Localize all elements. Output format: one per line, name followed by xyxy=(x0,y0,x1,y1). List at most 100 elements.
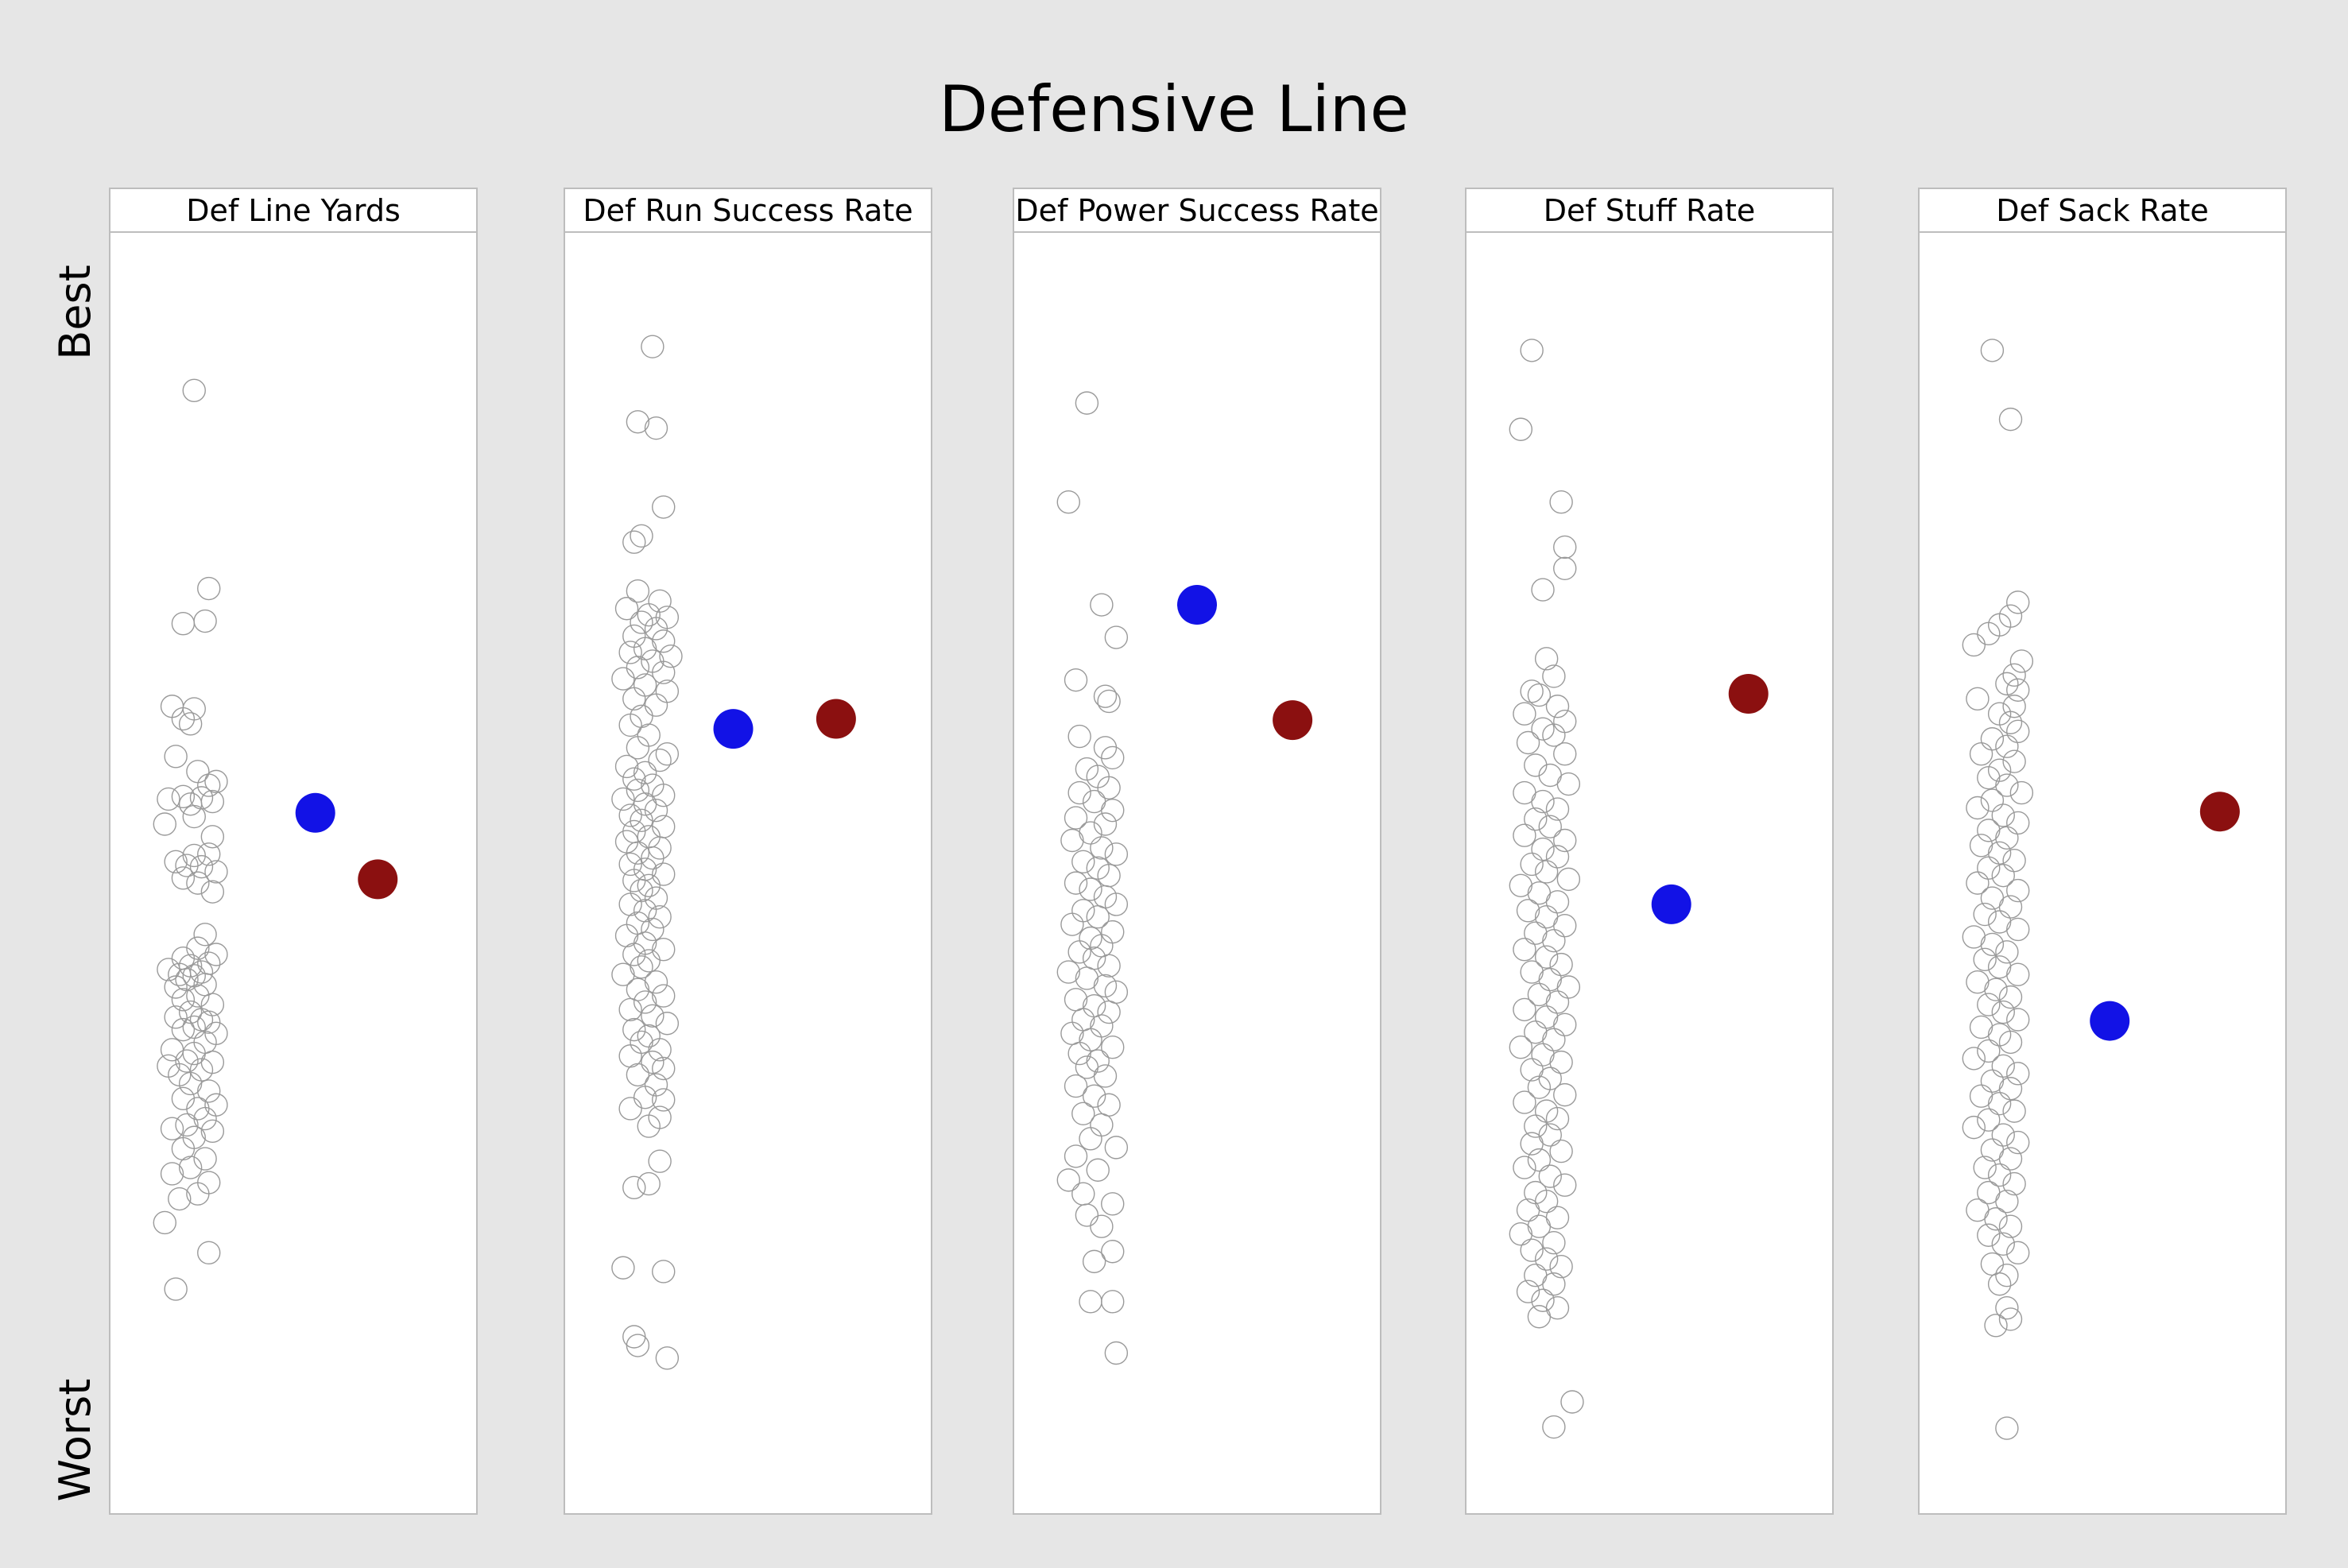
data-point xyxy=(1104,625,1129,649)
data-point xyxy=(1553,1012,1577,1037)
data-point xyxy=(1082,1249,1106,1274)
data-point xyxy=(1534,647,1559,671)
data-point xyxy=(164,850,188,874)
data-point xyxy=(204,860,228,884)
data-point xyxy=(1090,836,1114,860)
data-point xyxy=(2002,849,2026,873)
data-point xyxy=(1980,788,2005,812)
data-point xyxy=(171,988,196,1012)
data-point xyxy=(644,416,668,440)
data-point xyxy=(1531,1288,1555,1312)
data-point xyxy=(193,1106,217,1131)
data-point xyxy=(637,949,661,973)
data-point xyxy=(1991,803,2015,827)
data-point xyxy=(618,997,642,1022)
data-point xyxy=(648,1038,672,1062)
data-point xyxy=(175,1049,199,1073)
highlight-point-blue xyxy=(1651,884,1691,924)
data-point xyxy=(2006,1241,2030,1265)
data-point xyxy=(1067,1041,1091,1066)
data-point xyxy=(1056,960,1081,984)
data-point xyxy=(1513,1156,1536,1179)
data-point xyxy=(1064,1144,1088,1168)
data-point xyxy=(1553,741,1577,766)
data-point xyxy=(611,667,635,691)
data-point xyxy=(164,1277,188,1301)
data-point xyxy=(186,984,210,1008)
data-point xyxy=(197,576,221,601)
data-point xyxy=(637,602,661,627)
data-point xyxy=(164,745,188,769)
data-point xyxy=(1067,940,1091,964)
data-point xyxy=(1966,796,1990,820)
data-point xyxy=(1998,407,2023,432)
chart-title: Defensive Line xyxy=(939,72,1409,146)
data-point xyxy=(1995,826,2019,850)
data-point xyxy=(1991,1232,2015,1256)
data-point xyxy=(1977,856,2001,880)
data-point xyxy=(197,1079,221,1103)
data-point xyxy=(1553,1173,1577,1197)
data-point xyxy=(1980,727,2005,751)
panel-frame xyxy=(564,188,932,1515)
data-point xyxy=(626,841,650,865)
data-point xyxy=(1071,850,1095,874)
panel-frame xyxy=(1918,188,2287,1515)
y-axis-top-label: Best xyxy=(50,265,100,360)
data-point xyxy=(648,748,672,772)
data-point xyxy=(1093,812,1118,836)
data-point xyxy=(1962,1115,1986,1140)
data-point xyxy=(1969,1084,1993,1108)
data-point xyxy=(186,1182,210,1206)
data-point xyxy=(1064,1074,1088,1098)
data-point xyxy=(641,917,664,942)
data-point xyxy=(197,842,221,866)
data-point xyxy=(160,1117,184,1140)
data-point xyxy=(618,1097,642,1121)
data-point xyxy=(630,610,653,634)
data-point xyxy=(1969,834,1993,858)
data-point xyxy=(175,854,199,877)
data-point xyxy=(622,530,646,554)
data-point xyxy=(1549,1139,1573,1163)
data-point xyxy=(157,958,180,981)
data-point xyxy=(1060,828,1084,853)
data-point xyxy=(1520,852,1544,877)
data-point xyxy=(1556,975,1581,999)
y-axis-bottom-label: Worst xyxy=(50,1379,100,1502)
data-point xyxy=(2002,749,2026,773)
data-point xyxy=(1509,1036,1533,1059)
data-point xyxy=(1977,993,2001,1016)
data-point xyxy=(614,597,639,621)
data-point xyxy=(1520,339,1544,362)
data-point xyxy=(611,962,635,986)
data-point xyxy=(1520,679,1544,703)
data-point xyxy=(1079,1127,1102,1151)
data-point xyxy=(1553,556,1577,580)
data-point xyxy=(1524,921,1548,945)
data-point xyxy=(1516,1198,1540,1222)
data-point xyxy=(1995,672,2019,696)
data-point xyxy=(204,943,228,966)
data-point xyxy=(160,1162,184,1186)
highlight-point-red xyxy=(2199,792,2240,832)
data-point xyxy=(1980,932,2005,957)
data-point xyxy=(197,1241,221,1265)
data-point xyxy=(1090,593,1114,617)
data-point xyxy=(1998,895,2023,919)
highlight-point-blue xyxy=(713,709,754,749)
data-point xyxy=(652,984,676,1008)
data-point xyxy=(1531,717,1555,741)
data-point xyxy=(1987,1091,2012,1116)
data-point xyxy=(189,854,214,879)
data-point xyxy=(1097,689,1121,714)
data-point xyxy=(1987,1163,2012,1187)
data-point xyxy=(652,1088,676,1112)
panel-def-line-yards: Def Line Yards xyxy=(109,188,478,1515)
data-point xyxy=(1973,1156,1997,1179)
data-point xyxy=(2006,1008,2030,1032)
data-point xyxy=(1067,780,1091,805)
data-point xyxy=(622,687,646,710)
data-point xyxy=(1538,815,1562,838)
